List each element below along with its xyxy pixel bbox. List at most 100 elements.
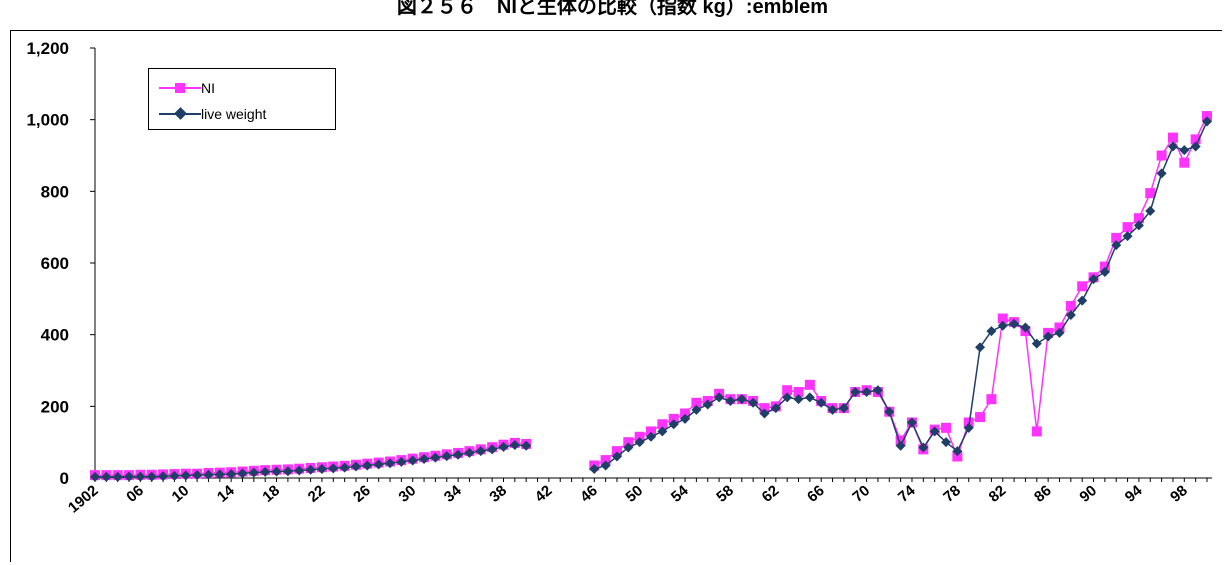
- data-point-live-weight: [827, 404, 838, 415]
- x-tick-label: 22: [305, 482, 329, 506]
- data-point-live-weight: [1009, 318, 1020, 329]
- x-tick-label: 38: [486, 482, 510, 506]
- data-point-ni: [1122, 222, 1133, 233]
- y-tick-label: 1,200: [26, 39, 69, 58]
- data-point-live-weight: [884, 406, 895, 417]
- x-tick-label: 78: [940, 482, 964, 506]
- data-point-live-weight: [180, 470, 191, 481]
- data-point-live-weight: [1179, 145, 1190, 156]
- data-point-live-weight: [350, 461, 361, 472]
- legend-square-marker-icon: [175, 83, 185, 93]
- x-tick-label: 86: [1031, 482, 1055, 506]
- x-tick-label: 54: [668, 482, 692, 506]
- chart-frame: [10, 30, 1222, 562]
- data-point-live-weight: [135, 471, 146, 482]
- x-tick-label: 50: [623, 482, 647, 506]
- data-point-live-weight: [838, 403, 849, 414]
- data-point-live-weight: [158, 471, 169, 482]
- data-point-live-weight: [1202, 116, 1212, 127]
- data-point-live-weight: [1111, 240, 1122, 251]
- data-point-live-weight: [918, 442, 929, 453]
- data-point-live-weight: [169, 470, 180, 481]
- legend-diamond-marker-icon: [174, 107, 187, 120]
- data-point-live-weight: [702, 399, 713, 410]
- x-tick-label: 98: [1167, 482, 1191, 506]
- data-point-ni: [1054, 322, 1065, 333]
- data-point-ni: [611, 446, 622, 457]
- data-point-live-weight: [759, 408, 770, 419]
- data-point-live-weight: [1133, 220, 1144, 231]
- data-point-live-weight: [850, 387, 861, 397]
- data-point-live-weight: [339, 462, 350, 473]
- data-point-ni: [941, 422, 952, 433]
- data-point-live-weight: [521, 440, 532, 451]
- data-point-live-weight: [430, 452, 441, 463]
- data-point-live-weight: [1054, 327, 1065, 338]
- data-point-live-weight: [872, 385, 883, 396]
- data-point-ni: [623, 437, 634, 448]
- data-point-live-weight: [600, 460, 611, 471]
- x-tick-label: 26: [350, 482, 374, 506]
- x-tick-label: 82: [986, 482, 1010, 506]
- data-point-live-weight: [362, 460, 373, 471]
- data-point-live-weight: [124, 471, 135, 482]
- data-point-live-weight: [487, 444, 498, 455]
- data-point-ni: [1156, 150, 1167, 161]
- data-point-live-weight: [214, 469, 225, 480]
- data-point-live-weight: [90, 471, 100, 482]
- data-point-ni: [952, 451, 963, 462]
- data-point-live-weight: [305, 464, 316, 475]
- data-point-live-weight: [680, 413, 691, 424]
- chart-title: 図２５６ NIと生体の比較（指数 kg）:emblem: [396, 0, 829, 18]
- data-point-live-weight: [203, 469, 214, 480]
- data-point-live-weight: [1145, 206, 1156, 217]
- data-point-live-weight: [464, 447, 475, 458]
- data-point-live-weight: [804, 392, 815, 403]
- x-tick-label: 90: [1076, 482, 1100, 506]
- data-point-live-weight: [906, 417, 917, 428]
- data-point-live-weight: [657, 426, 668, 437]
- x-tick-label: 62: [759, 482, 783, 506]
- data-point-ni: [1099, 261, 1110, 272]
- data-point-ni: [634, 431, 645, 442]
- data-point-ni: [986, 394, 997, 405]
- data-point-live-weight: [1190, 141, 1201, 152]
- data-point-live-weight: [736, 394, 747, 405]
- data-point-live-weight: [611, 451, 622, 462]
- data-point-live-weight: [691, 404, 702, 415]
- data-point-ni: [804, 379, 815, 390]
- data-point-live-weight: [271, 466, 282, 477]
- data-point-live-weight: [475, 446, 486, 457]
- data-point-live-weight: [646, 431, 656, 442]
- data-point-ni: [1133, 213, 1144, 224]
- data-point-live-weight: [498, 441, 509, 452]
- x-tick-label: 46: [577, 482, 601, 506]
- x-tick-label: 18: [259, 482, 283, 506]
- x-tick-label: 66: [804, 482, 828, 506]
- data-point-live-weight: [634, 437, 645, 448]
- data-point-ni: [646, 426, 656, 437]
- data-point-ni: [1145, 188, 1156, 199]
- data-point-live-weight: [396, 456, 407, 467]
- data-point-live-weight: [101, 471, 112, 482]
- x-tick-label: 58: [713, 482, 737, 506]
- y-tick-label: 1,000: [26, 111, 69, 130]
- x-tick-label: 34: [441, 482, 465, 506]
- data-point-live-weight: [282, 466, 293, 477]
- data-point-ni: [1111, 232, 1122, 243]
- data-point-live-weight: [941, 437, 952, 448]
- legend-entry-live-weight: live weight: [149, 105, 335, 123]
- data-point-live-weight: [509, 440, 520, 451]
- data-point-ni: [759, 403, 770, 414]
- data-point-live-weight: [748, 397, 759, 408]
- data-point-live-weight: [895, 440, 906, 451]
- data-point-live-weight: [770, 403, 781, 414]
- data-point-live-weight: [1156, 168, 1167, 179]
- x-tick-label: 94: [1122, 482, 1146, 506]
- x-tick-label: 74: [895, 482, 919, 506]
- data-point-ni: [668, 413, 679, 424]
- data-point-live-weight: [975, 342, 986, 353]
- x-tick-label: 10: [169, 482, 193, 506]
- data-point-live-weight: [861, 387, 872, 397]
- data-point-live-weight: [793, 394, 804, 405]
